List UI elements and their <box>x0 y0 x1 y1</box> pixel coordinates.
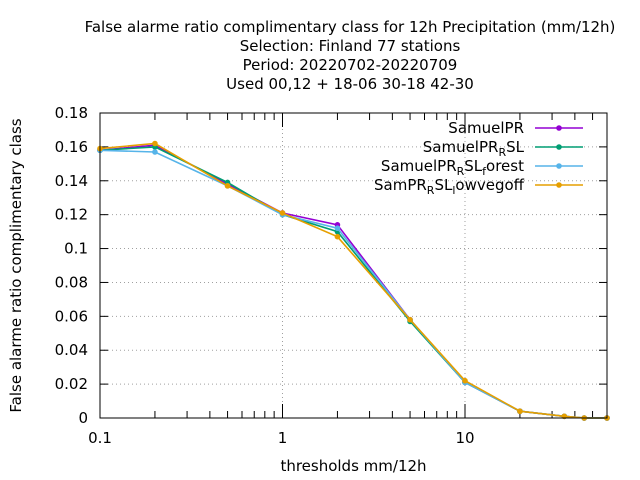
title-line-2: Selection: Finland 77 stations <box>240 37 461 55</box>
legend-text-part: SamPR <box>374 176 427 194</box>
series-line <box>99 142 607 419</box>
y-tick-label: 0.08 <box>55 273 88 291</box>
legend-text-part: R <box>427 184 435 197</box>
data-point <box>152 140 158 147</box>
legend-text-part: l <box>452 184 455 197</box>
axis-ticks: 0 0.02 0.04 0.06 0.08 0.1 0.12 0.14 0.16 0.18 0.1 1… <box>55 104 607 447</box>
data-point <box>279 210 286 216</box>
legend-marker <box>556 125 562 131</box>
chart-title: False alarme ratio complimentary class f… <box>85 18 616 93</box>
legend-label: SamPRRSLlowvegoff <box>374 176 525 197</box>
legend: SamuelPRSamuelPRRSLSamuelPRRSLforestSamP… <box>374 119 583 197</box>
title-line-1: False alarme ratio complimentary class f… <box>85 18 616 36</box>
data-point <box>334 233 341 240</box>
y-axis-label: False alarme ratio complimentary class <box>7 118 25 412</box>
data-point <box>224 183 231 189</box>
plot-series <box>97 140 610 421</box>
series-line <box>99 144 607 419</box>
data-point <box>152 149 158 155</box>
grid <box>100 113 607 418</box>
y-tick-label: 0.06 <box>55 307 88 325</box>
legend-text-part: R <box>498 146 506 159</box>
y-tick-label: 0.16 <box>55 138 88 156</box>
data-point <box>407 316 413 323</box>
series-3 <box>97 147 610 421</box>
data-point <box>517 408 523 415</box>
y-tick-label: 0.1 <box>64 240 88 258</box>
legend-text-part: SL <box>464 157 483 175</box>
series-line <box>99 149 607 419</box>
legend-text-part: SL <box>434 176 453 194</box>
legend-label: SamuelPRRSLforest <box>381 157 524 178</box>
legend-marker <box>556 182 562 188</box>
data-point <box>462 377 468 384</box>
y-tick-label: 0 <box>78 409 88 427</box>
series-4 <box>97 140 610 421</box>
plot-border <box>99 112 608 419</box>
legend-marker <box>556 163 562 169</box>
y-tick-label: 0.14 <box>55 172 88 190</box>
legend-text-part: R <box>457 165 465 178</box>
legend-marker <box>556 144 562 150</box>
y-tick-label: 0.02 <box>55 375 88 393</box>
y-tick-label: 0.18 <box>55 104 88 122</box>
legend-label: SamuelPR <box>448 119 524 137</box>
legend-text-part: orest <box>486 157 524 175</box>
series-1 <box>97 142 610 421</box>
title-line-3: Period: 20220702-20220709 <box>243 56 458 74</box>
title-line-4: Used 00,12 + 18-06 30-18 42-30 <box>226 75 474 93</box>
legend-text-part: SamuelPR <box>381 157 457 175</box>
legend-text-part: f <box>482 165 487 178</box>
data-point <box>334 225 341 232</box>
y-tick-label: 0.12 <box>55 206 88 224</box>
x-axis-label: thresholds mm/12h <box>280 457 426 475</box>
legend-label: SamuelPRRSL <box>423 138 525 159</box>
x-tick-label: 1 <box>278 429 288 447</box>
x-tick-label: 10 <box>455 429 474 447</box>
y-tick-label: 0.04 <box>55 341 88 359</box>
x-tick-label: 0.1 <box>88 429 112 447</box>
legend-text-part: owvegoff <box>455 176 524 194</box>
legend-text-part: SL <box>506 138 525 156</box>
legend-text-part: SamuelPR <box>448 119 524 137</box>
legend-text-part: SamuelPR <box>423 138 499 156</box>
